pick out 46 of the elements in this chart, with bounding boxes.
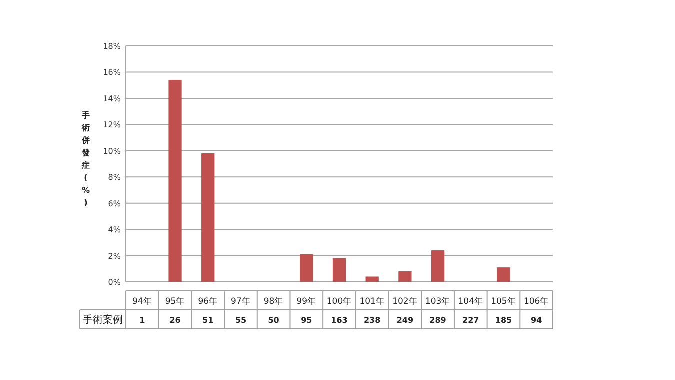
text: 249 bbox=[396, 316, 414, 325]
text: 26 bbox=[170, 316, 181, 325]
x-tick-label: 103年 bbox=[425, 296, 451, 307]
y-tick-label: 12% bbox=[103, 120, 122, 130]
text: 227 bbox=[462, 316, 480, 325]
text: 238 bbox=[364, 316, 381, 325]
x-tick-label: 104年 bbox=[458, 296, 484, 307]
x-tick-label: 97年 bbox=[231, 296, 251, 307]
text: 185 bbox=[495, 316, 512, 325]
bar bbox=[366, 276, 379, 282]
x-tick-label: 99年 bbox=[296, 296, 317, 307]
text: 55 bbox=[235, 316, 247, 325]
bar bbox=[300, 254, 314, 282]
x-tick-label: 105年 bbox=[491, 296, 516, 307]
y-tick-label: 10% bbox=[103, 146, 122, 156]
y-tick-label: 4% bbox=[108, 226, 122, 235]
bar bbox=[202, 154, 215, 282]
y-tick-label: 14% bbox=[103, 94, 122, 104]
y-tick-label: 18% bbox=[103, 42, 122, 51]
x-tick-label: 101年 bbox=[360, 296, 385, 307]
y-tick-label: 6% bbox=[108, 199, 122, 208]
text: 手術案例 bbox=[83, 315, 123, 326]
text: 95 bbox=[301, 316, 312, 325]
y-tick-label: 0% bbox=[108, 278, 122, 287]
bar bbox=[497, 268, 510, 282]
text: 1 bbox=[140, 316, 146, 325]
x-tick-label: 102年 bbox=[392, 296, 418, 307]
text: 50 bbox=[268, 316, 280, 325]
y-axis-title: 手術併發症(%) bbox=[82, 111, 90, 208]
y-tick-label: 2% bbox=[108, 252, 122, 261]
x-tick-label: 95年 bbox=[165, 296, 186, 307]
x-tick-label: 98年 bbox=[264, 296, 284, 307]
bar bbox=[168, 80, 182, 282]
bar bbox=[431, 250, 445, 282]
text: 51 bbox=[202, 316, 214, 325]
y-tick-label: 16% bbox=[103, 68, 122, 78]
text: 289 bbox=[430, 316, 446, 325]
y-tick-label: 8% bbox=[108, 173, 122, 182]
text: 94 bbox=[531, 316, 542, 325]
text: 163 bbox=[331, 316, 348, 325]
bar bbox=[332, 258, 346, 282]
x-tick-label: 100年 bbox=[326, 296, 352, 307]
bar bbox=[398, 272, 412, 282]
x-tick-label: 96年 bbox=[198, 296, 218, 307]
x-tick-label: 94年 bbox=[132, 296, 152, 307]
x-tick-label: 106年 bbox=[524, 296, 550, 307]
